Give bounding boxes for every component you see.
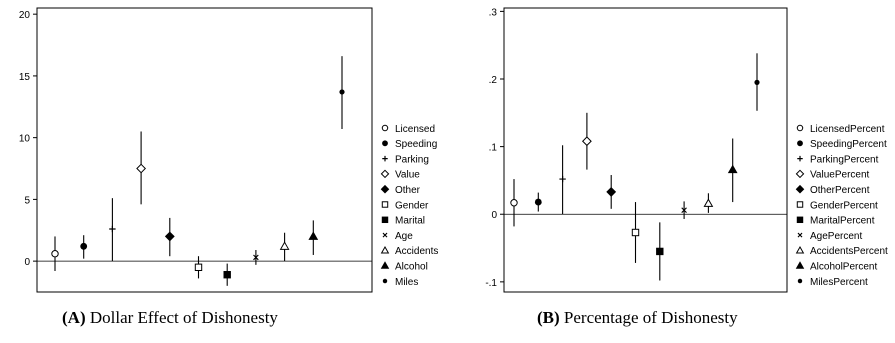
legend-label: Gender	[395, 200, 429, 211]
data-point	[80, 242, 88, 250]
data-point	[51, 250, 59, 258]
legend-label: Licensed	[395, 124, 435, 135]
legend-marker	[382, 232, 388, 238]
legend-marker	[380, 184, 390, 194]
legend-label: Parking	[395, 154, 429, 165]
legend-marker	[381, 124, 389, 132]
legend-marker	[381, 201, 389, 208]
y-tick-label: .1	[489, 143, 498, 154]
data-point	[510, 199, 518, 207]
legend-marker	[380, 261, 390, 269]
data-point	[656, 247, 664, 256]
data-point	[194, 263, 203, 272]
y-tick-label: 0	[491, 210, 497, 221]
legend-label: Alcohol	[395, 262, 428, 273]
legend-label: Value	[395, 170, 420, 181]
y-tick-label: .2	[489, 75, 498, 86]
data-point	[164, 231, 175, 242]
data-point	[606, 187, 617, 197]
legend: LicensedPercent SpeedingPercent ParkingPer…	[795, 124, 888, 288]
y-tick-label: 20	[19, 10, 31, 21]
y-tick-label: 0	[24, 257, 30, 268]
plot-frame	[36, 7, 373, 293]
legend-marker	[380, 169, 390, 179]
legend-marker	[795, 184, 805, 194]
data-point	[109, 225, 116, 233]
legend-label: AlcoholPercent	[810, 262, 877, 273]
caption-b-label: (B)	[537, 308, 560, 327]
caption-b-text: Percentage of Dishonesty	[563, 308, 738, 327]
legend-marker	[797, 140, 803, 147]
legend-marker	[795, 261, 805, 269]
legend-label: LicensedPercent	[810, 124, 885, 135]
data-point	[253, 254, 259, 261]
caption-b: (B) Percentage of Dishonesty	[537, 308, 738, 328]
y-tick-label: 15	[19, 72, 31, 83]
panel-a: 0 5 10 15 20 Licensed Speeding Parking Value Othe…	[19, 7, 438, 293]
legend-label: AgePercent	[810, 231, 862, 242]
y-tick-label: 10	[19, 134, 31, 145]
data-point	[581, 136, 592, 147]
data-point	[681, 207, 687, 213]
legend-label: ParkingPercent	[810, 154, 879, 165]
legend-label: ValuePercent	[810, 170, 870, 181]
legend-marker	[795, 245, 805, 254]
data-point	[631, 228, 640, 237]
panel-b: -.1 0 .1 .2 .3 LicensedPercent SpeedingPercent…	[485, 7, 888, 293]
caption-a: (A) Dollar Effect of Dishonesty	[62, 308, 278, 328]
legend-label: AccidentsPercent	[810, 246, 888, 257]
plot-frame	[503, 7, 788, 293]
legend-marker	[381, 216, 389, 224]
legend-marker	[382, 140, 388, 147]
data-point	[308, 231, 319, 240]
y-tick-label: .3	[489, 7, 498, 18]
caption-a-label: (A)	[62, 308, 86, 327]
caption-a-text: Dollar Effect of Dishonesty	[89, 308, 278, 327]
data-point	[339, 89, 345, 95]
legend-label: Accidents	[395, 246, 438, 257]
legend-marker	[796, 201, 804, 208]
legend-label: SpeedingPercent	[810, 139, 887, 150]
legend-label: OtherPercent	[810, 185, 870, 196]
data-point	[534, 198, 542, 206]
legend-marker	[796, 216, 804, 224]
data-point	[703, 198, 714, 207]
legend-label: MaritalPercent	[810, 216, 875, 227]
data-point	[136, 163, 147, 174]
legend-label: Speeding	[395, 139, 437, 150]
legend-label: Marital	[395, 216, 425, 227]
legend-label: GenderPercent	[810, 200, 878, 211]
legend-marker	[380, 245, 390, 254]
legend: Licensed Speeding Parking Value Other Gender M…	[380, 124, 438, 288]
legend-label: Miles	[395, 277, 418, 288]
legend-marker	[797, 278, 803, 284]
data-point	[279, 241, 290, 250]
legend-marker	[382, 278, 388, 284]
data-point	[223, 271, 231, 279]
legend-marker	[795, 169, 805, 179]
legend-label: Other	[395, 185, 421, 196]
data-point	[559, 175, 566, 183]
legend-marker	[797, 232, 803, 238]
legend-label: Age	[395, 231, 413, 242]
y-tick-label: -.1	[485, 278, 497, 289]
data-point	[754, 79, 760, 85]
legend-marker	[382, 155, 388, 162]
y-tick-label: 5	[24, 195, 30, 206]
data-point	[727, 164, 738, 174]
legend-marker	[797, 155, 803, 162]
legend-marker	[796, 124, 804, 132]
legend-label: MilesPercent	[810, 277, 868, 288]
